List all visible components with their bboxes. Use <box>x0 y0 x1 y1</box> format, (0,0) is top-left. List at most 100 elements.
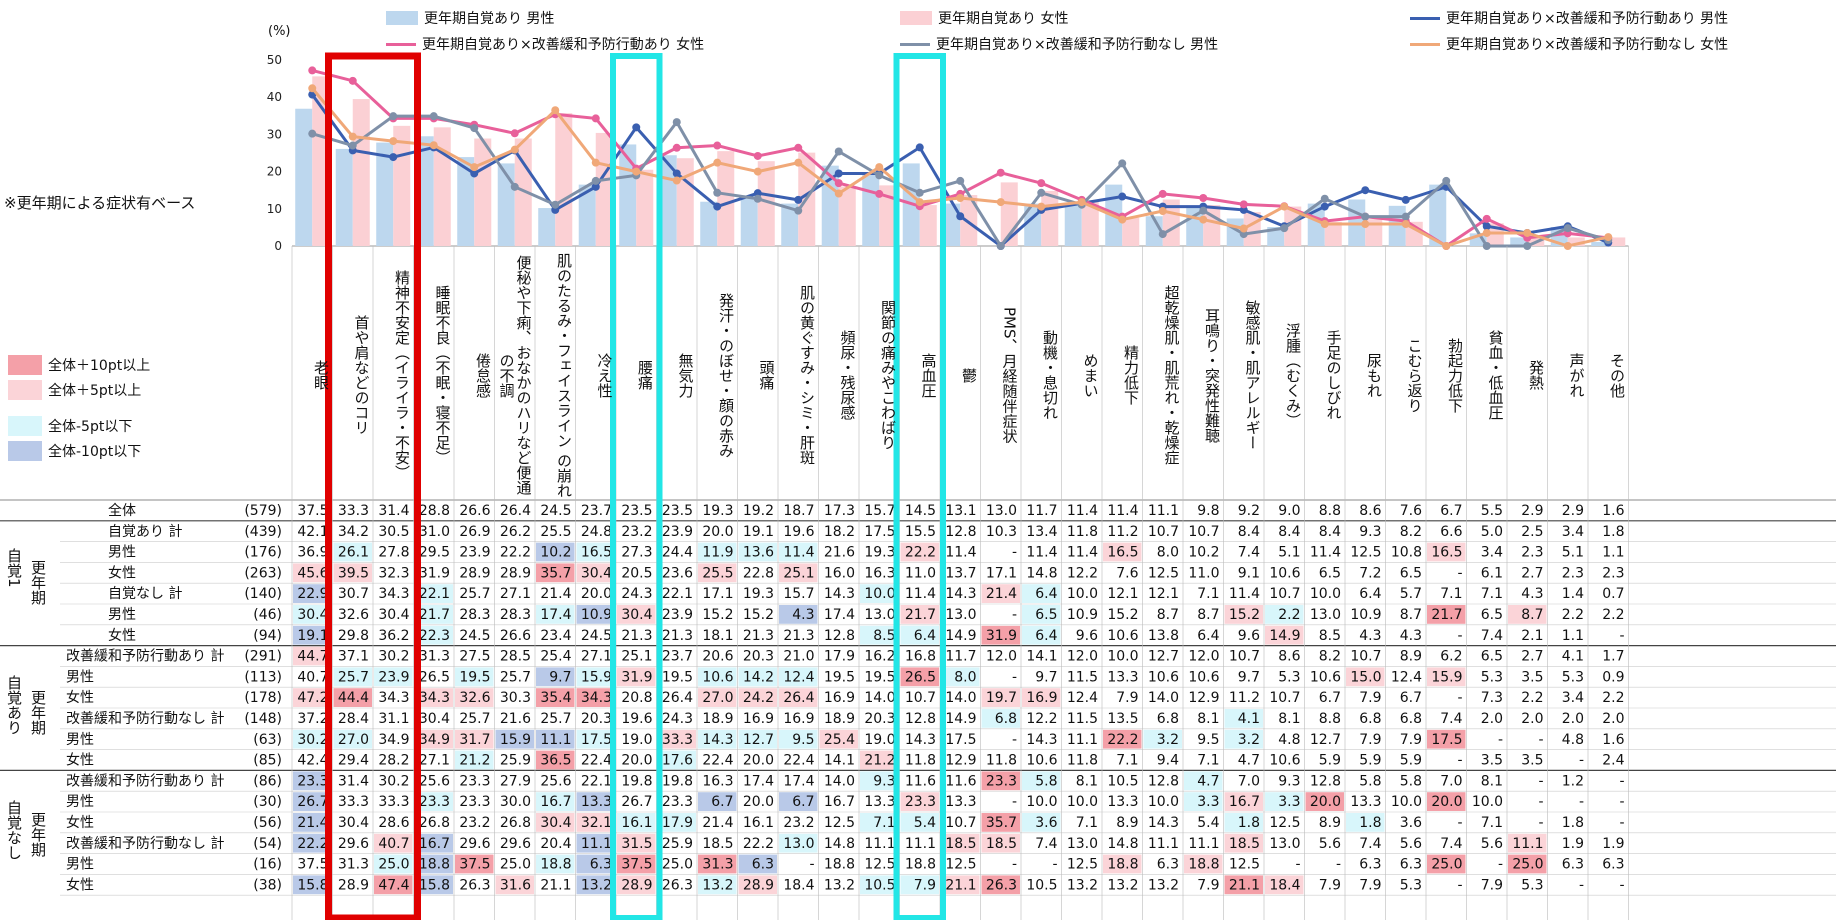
table-cell: 1.2 <box>1562 773 1584 789</box>
bar <box>1064 203 1082 246</box>
series-point <box>1158 207 1167 216</box>
legend-swatch-2 <box>900 11 932 25</box>
series-point <box>1361 220 1370 229</box>
table-cell-highlight <box>333 667 372 687</box>
table-cell: 10.7 <box>945 815 976 831</box>
table-cell: 10.0 <box>1391 794 1422 810</box>
table-cell: 22.4 <box>581 753 612 769</box>
table-cell: 10.7 <box>1350 649 1381 665</box>
bar <box>740 195 758 246</box>
row-n: (263) <box>244 565 282 581</box>
table-cell: 29.6 <box>500 836 531 852</box>
table-cell: 9.1 <box>1238 565 1260 581</box>
table-cell: 13.2 <box>1148 877 1179 893</box>
table-cell: 34.3 <box>378 586 409 602</box>
table-cell: 9.5 <box>792 732 814 748</box>
category-label: 敏感肌・肌アレルギー <box>1243 300 1262 450</box>
table-cell: 26.4 <box>662 690 693 706</box>
table-cell: 19.5 <box>864 669 895 685</box>
table-cell: 18.5 <box>702 836 733 852</box>
table-cell: 25.4 <box>824 732 855 748</box>
table-cell: 6.3 <box>590 857 612 873</box>
table-cell: 4.1 <box>1562 649 1584 665</box>
table-cell: 5.3 <box>1481 669 1503 685</box>
table-cell: 4.3 <box>1400 628 1422 644</box>
table-cell: 16.7 <box>419 836 450 852</box>
table-cell: 10.6 <box>1107 628 1138 644</box>
bar <box>862 174 880 246</box>
table-cell: 28.3 <box>459 607 490 623</box>
table-cell: 12.5 <box>864 857 895 873</box>
row-label: 改善緩和予防行動なし 計 <box>66 711 224 727</box>
category-label: 便秘や下痢、おなかのハリなど便通の不調 <box>497 255 533 495</box>
table-cell: 3.6 <box>1400 815 1422 831</box>
table-cell: 16.3 <box>864 565 895 581</box>
table-cell: 26.5 <box>905 669 936 685</box>
category-label: 無気力 <box>676 352 695 398</box>
table-cell: 16.5 <box>1431 545 1462 561</box>
series-point <box>1482 214 1491 223</box>
table-cell: 22.1 <box>419 586 450 602</box>
table-cell: 9.6 <box>1076 628 1098 644</box>
series-point <box>1401 195 1410 204</box>
table-cell: 32.3 <box>378 565 409 581</box>
table-cell: 31.9 <box>419 565 450 581</box>
table-cell: 31.3 <box>419 649 450 665</box>
table-cell: - <box>1295 857 1300 873</box>
table-cell: 11.6 <box>905 773 936 789</box>
table-cell: 10.0 <box>1472 794 1503 810</box>
table-cell: 14.3 <box>945 586 976 602</box>
table-cell-highlight <box>819 729 858 749</box>
table-cell: 10.6 <box>1188 669 1219 685</box>
series-point <box>713 202 722 211</box>
table-cell: 11.7 <box>1026 503 1057 519</box>
table-cell: 18.8 <box>824 857 855 873</box>
table-cell: 21.1 <box>540 877 571 893</box>
series-point <box>470 124 479 133</box>
table-cell-highlight <box>293 792 332 811</box>
table-cell: 30.0 <box>500 794 531 810</box>
table-cell: 12.5 <box>1269 815 1300 831</box>
table-cell-highlight <box>374 667 413 687</box>
series-point <box>510 129 519 138</box>
table-cell: 25.0 <box>1431 857 1462 873</box>
table-cell-highlight <box>779 542 818 562</box>
table-cell: 37.5 <box>297 857 328 873</box>
table-cell: 12.5 <box>1067 857 1098 873</box>
bar <box>1510 237 1528 246</box>
table-cell: 16.3 <box>702 773 733 789</box>
table-cell: 26.1 <box>338 545 369 561</box>
bar <box>514 138 532 246</box>
table-cell: 1.8 <box>1562 815 1584 831</box>
table-cell: - <box>1457 877 1462 893</box>
table-cell-highlight <box>698 563 737 583</box>
table-cell-highlight <box>698 542 737 562</box>
table-cell: 12.9 <box>945 753 976 769</box>
table-cell: 4.7 <box>1238 753 1260 769</box>
category-label: 頭痛 <box>757 360 776 390</box>
table-cell-highlight <box>617 833 656 853</box>
table-cell: 6.5 <box>1481 649 1503 665</box>
table-cell-highlight <box>455 667 494 687</box>
table-cell: 9.7 <box>1035 669 1057 685</box>
series-point <box>1482 242 1491 250</box>
table-cell: 34.9 <box>378 732 409 748</box>
table-cell: 32.1 <box>581 815 612 831</box>
table-cell-highlight <box>1022 771 1061 791</box>
table-cell: 6.7 <box>711 794 733 810</box>
table-cell: 3.5 <box>1481 753 1503 769</box>
table-cell: - <box>1052 857 1057 873</box>
table-cell: 26.8 <box>500 815 531 831</box>
table-cell: 9.3 <box>1278 773 1300 789</box>
table-cell: 26.9 <box>459 524 490 540</box>
table-cell-highlight <box>1224 833 1263 853</box>
table-cell-highlight <box>738 729 777 749</box>
table-cell: 22.1 <box>662 586 693 602</box>
row-label: 男性 <box>66 732 94 748</box>
table-cell: 20.0 <box>743 753 774 769</box>
series-point <box>510 182 519 191</box>
category-label: 尿もれ <box>1365 352 1383 398</box>
table-cell: 13.4 <box>1026 524 1057 540</box>
table-cell: 26.2 <box>500 524 531 540</box>
table-cell: 32.6 <box>459 690 490 706</box>
